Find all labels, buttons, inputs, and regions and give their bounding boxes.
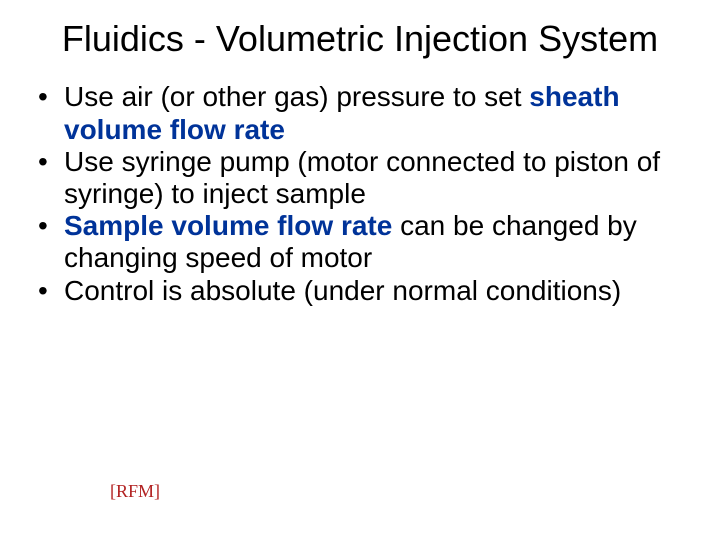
slide: Fluidics - Volumetric Injection System U… — [0, 0, 720, 540]
bullet-list: Use air (or other gas) pressure to set s… — [30, 81, 690, 306]
list-item: Use air (or other gas) pressure to set s… — [30, 81, 690, 145]
bullet-text-emph: Sample volume flow rate — [64, 210, 392, 241]
list-item: Control is absolute (under normal condit… — [30, 275, 690, 307]
bullet-text-pre: Control is absolute (under normal condit… — [64, 275, 621, 306]
bullet-text-pre: Use air (or other gas) pressure to set — [64, 81, 529, 112]
slide-body: Use air (or other gas) pressure to set s… — [0, 59, 720, 306]
list-item: Use syringe pump (motor connected to pis… — [30, 146, 690, 210]
bullet-text-pre: Use syringe pump (motor connected to pis… — [64, 146, 660, 209]
list-item: Sample volume flow rate can be changed b… — [30, 210, 690, 274]
footer-tag: [RFM] — [110, 481, 160, 502]
slide-title: Fluidics - Volumetric Injection System — [0, 0, 720, 59]
